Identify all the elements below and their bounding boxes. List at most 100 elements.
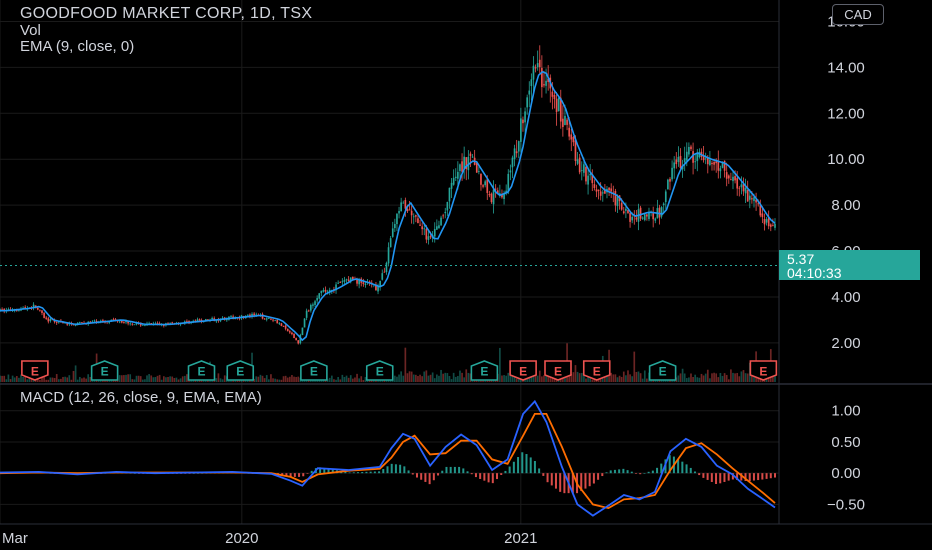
candle-body <box>711 162 713 165</box>
candle-body <box>186 321 188 323</box>
macd-histogram-bar <box>302 473 305 477</box>
macd-histogram-bar <box>281 473 284 476</box>
candle-body <box>345 279 348 281</box>
candle-body <box>553 94 556 100</box>
volume-bar <box>723 373 726 382</box>
earnings-marker[interactable]: E <box>648 360 677 381</box>
volume-bar <box>450 379 453 382</box>
earnings-marker[interactable]: E <box>226 360 255 381</box>
volume-bar <box>358 378 360 382</box>
macd-histogram-bar <box>559 473 562 492</box>
candle-body <box>358 279 360 285</box>
earnings-marker[interactable]: E <box>300 360 328 381</box>
candle-body <box>272 319 274 321</box>
macd-histogram-bar <box>765 473 768 479</box>
macd-histogram-bar <box>639 473 642 475</box>
earnings-marker-label: E <box>197 365 205 379</box>
volume-bar <box>30 379 33 382</box>
candle-body <box>587 175 589 185</box>
macd-histogram-bar <box>508 466 511 474</box>
macd-histogram-bar <box>685 464 688 474</box>
macd-histogram-bar <box>597 473 600 480</box>
candle-body <box>538 59 541 68</box>
volume-bar <box>362 379 365 382</box>
candle-body <box>41 310 43 313</box>
candle-body <box>520 118 522 142</box>
macd-histogram-bar <box>542 473 545 476</box>
currency-badge[interactable]: CAD <box>832 4 884 25</box>
candle-body <box>326 291 329 293</box>
macd-histogram-bar <box>710 473 713 482</box>
earnings-marker[interactable]: E <box>749 360 778 381</box>
volume-bar <box>536 375 539 382</box>
macd-histogram-bar <box>689 467 692 474</box>
macd-legend[interactable]: MACD (12, 26, close, 9, EMA, EMA) <box>20 389 262 406</box>
volume-bar <box>303 379 306 382</box>
macd-signal-line <box>0 413 776 510</box>
volume-bar <box>349 375 352 382</box>
earnings-marker[interactable]: E <box>365 360 394 381</box>
volume-bar <box>282 376 285 382</box>
earnings-marker[interactable]: E <box>544 360 572 381</box>
volume-bar <box>406 373 409 382</box>
volume-bar <box>18 377 20 382</box>
candle-body <box>511 157 514 168</box>
earnings-marker-shape <box>365 360 394 381</box>
macd-histogram-bar <box>327 468 330 474</box>
earnings-marker[interactable]: E <box>90 360 119 381</box>
time-axis-labels[interactable]: Mar 2020 2021 <box>2 530 537 547</box>
chart-title[interactable]: GOODFOOD MARKET CORP, 1D, TSX <box>20 5 313 22</box>
volume-legend[interactable]: Vol <box>20 22 41 39</box>
candle-body <box>118 321 121 323</box>
candle-body <box>400 202 402 212</box>
macd-axis-labels[interactable]: 1.00 0.50 0.00 −0.50 <box>827 403 865 514</box>
volume-bar <box>83 377 85 382</box>
macd-histogram-bar <box>415 473 418 478</box>
macd-histogram-bar <box>298 473 301 477</box>
volume-bar <box>690 373 692 382</box>
earnings-marker[interactable]: E <box>470 360 499 381</box>
candle-body <box>475 162 478 173</box>
volume-bar <box>534 371 537 382</box>
macd-histogram-bar <box>656 467 659 474</box>
earnings-marker-shape <box>582 360 611 381</box>
candle-body <box>1 309 3 311</box>
candle-body <box>532 65 535 80</box>
volume-bar <box>78 376 81 382</box>
candle-body <box>568 127 571 137</box>
candle-body <box>683 158 686 163</box>
volume-bar <box>679 373 682 382</box>
volume-bar <box>507 372 510 382</box>
macd-histogram-bar <box>319 467 322 474</box>
ema-legend[interactable]: EMA (9, close, 0) <box>20 38 135 55</box>
candle-body <box>314 301 316 305</box>
time-axis-label: 2021 <box>504 530 537 547</box>
volume-bar <box>412 374 415 382</box>
volume-bar <box>127 374 129 382</box>
candle-body <box>526 97 529 108</box>
earnings-marker[interactable]: E <box>582 360 611 381</box>
earnings-marker[interactable]: E <box>21 360 49 381</box>
candle-body <box>717 161 720 171</box>
candle-body <box>419 224 421 226</box>
candle-body <box>543 84 545 86</box>
candle-body <box>555 98 558 113</box>
candle-body <box>503 194 505 200</box>
candle-body <box>620 202 623 210</box>
candle-body <box>734 176 736 181</box>
earnings-marker-label: E <box>31 365 39 379</box>
volume-bar <box>746 373 749 382</box>
earnings-marker-label: E <box>101 365 109 379</box>
earnings-marker[interactable]: E <box>187 360 216 381</box>
candle-body <box>671 167 673 180</box>
macd-histogram-bar <box>774 473 776 478</box>
candle-body <box>715 161 718 164</box>
volume-bar <box>717 377 720 382</box>
volume-bar <box>295 377 297 382</box>
earnings-marker[interactable]: E <box>509 360 537 381</box>
candle-body <box>196 319 199 321</box>
volume-bar <box>284 375 287 382</box>
